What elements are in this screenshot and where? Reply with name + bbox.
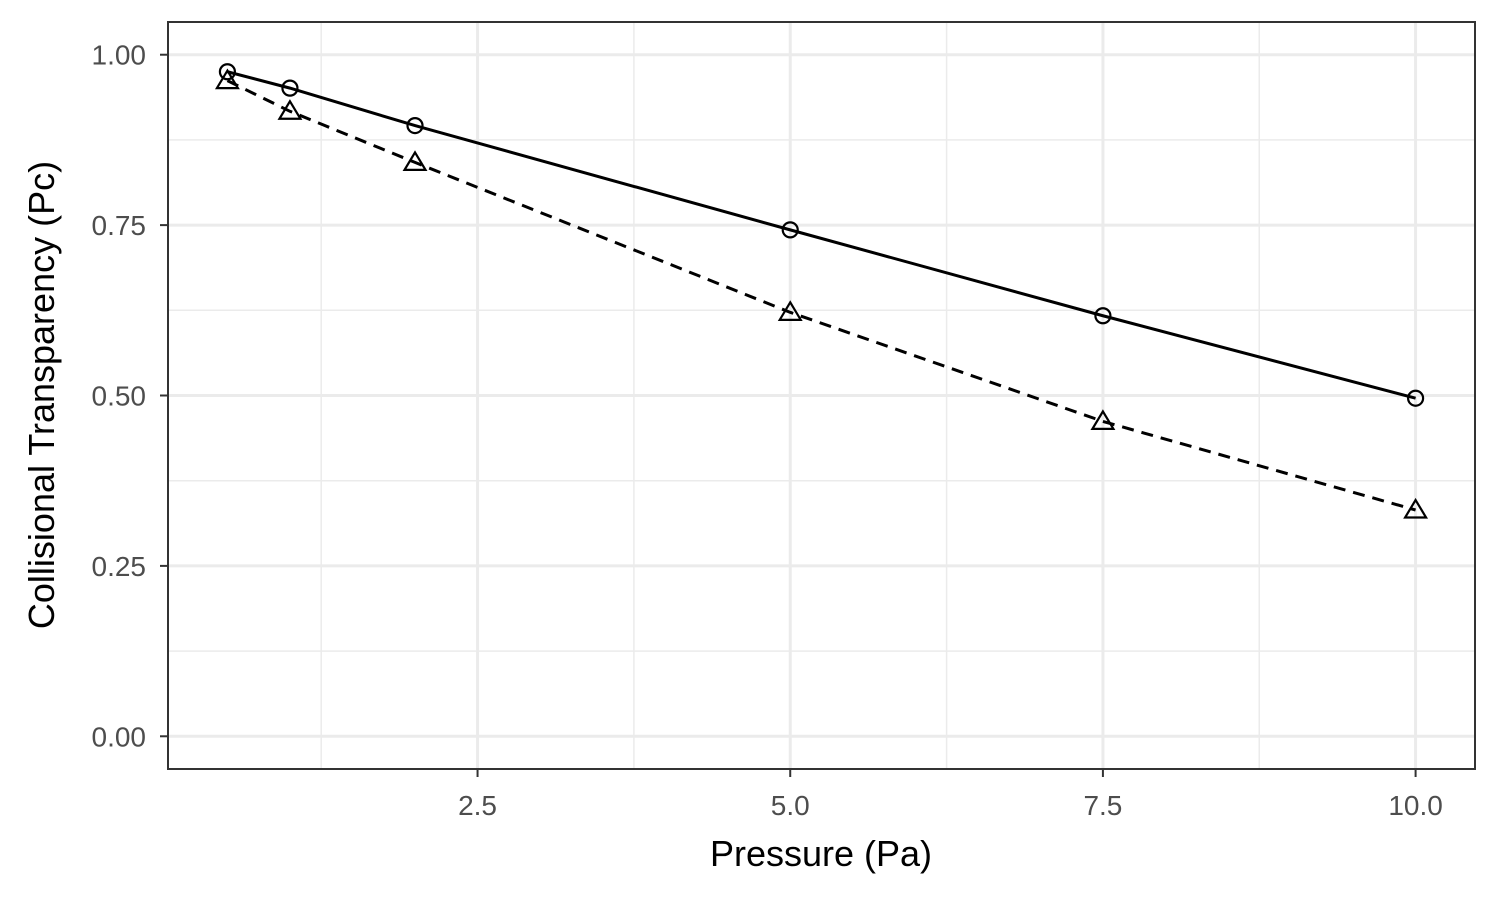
series-2-point (214, 68, 240, 90)
series-2-point (1403, 497, 1429, 519)
series-layer (214, 63, 1429, 519)
y-axis-title: Collisional Transparency (Pc) (21, 161, 62, 629)
y-tick-labels: 0.00 0.25 0.50 0.75 1.00 (92, 40, 147, 753)
series-1-point (218, 63, 237, 81)
series-1-line (227, 70, 1416, 400)
major-gridlines (168, 22, 1475, 769)
series-2-line (226, 79, 1416, 512)
series-2 (214, 68, 1429, 519)
x-axis-title: Pressure (Pa) (710, 833, 932, 874)
y-tick-label: 0.50 (92, 381, 147, 412)
series-2-point (402, 150, 428, 172)
series-1-point (406, 116, 424, 135)
series-1-point (1094, 307, 1112, 325)
x-tick-label: 10.0 (1388, 790, 1443, 821)
x-tick-labels: 2.5 5.0 7.5 10.0 (458, 790, 1443, 821)
series-2-point (777, 300, 803, 321)
x-tick-label: 5.0 (771, 790, 810, 821)
axis-ticks (160, 53, 1417, 777)
series-1-point (781, 221, 799, 239)
x-tick-label: 7.5 (1083, 790, 1122, 821)
series-1-point (281, 79, 299, 97)
y-tick-label: 0.25 (92, 551, 147, 582)
y-tick-label: 1.00 (92, 40, 147, 71)
series-1-point (1406, 389, 1425, 407)
y-tick-label: 0.75 (92, 210, 147, 241)
minor-gridlines (168, 22, 1475, 769)
series-2-point (277, 99, 303, 120)
y-tick-label: 0.00 (92, 721, 147, 752)
series-2-point (1090, 409, 1116, 430)
series-1 (218, 63, 1425, 407)
x-tick-label: 2.5 (458, 790, 497, 821)
